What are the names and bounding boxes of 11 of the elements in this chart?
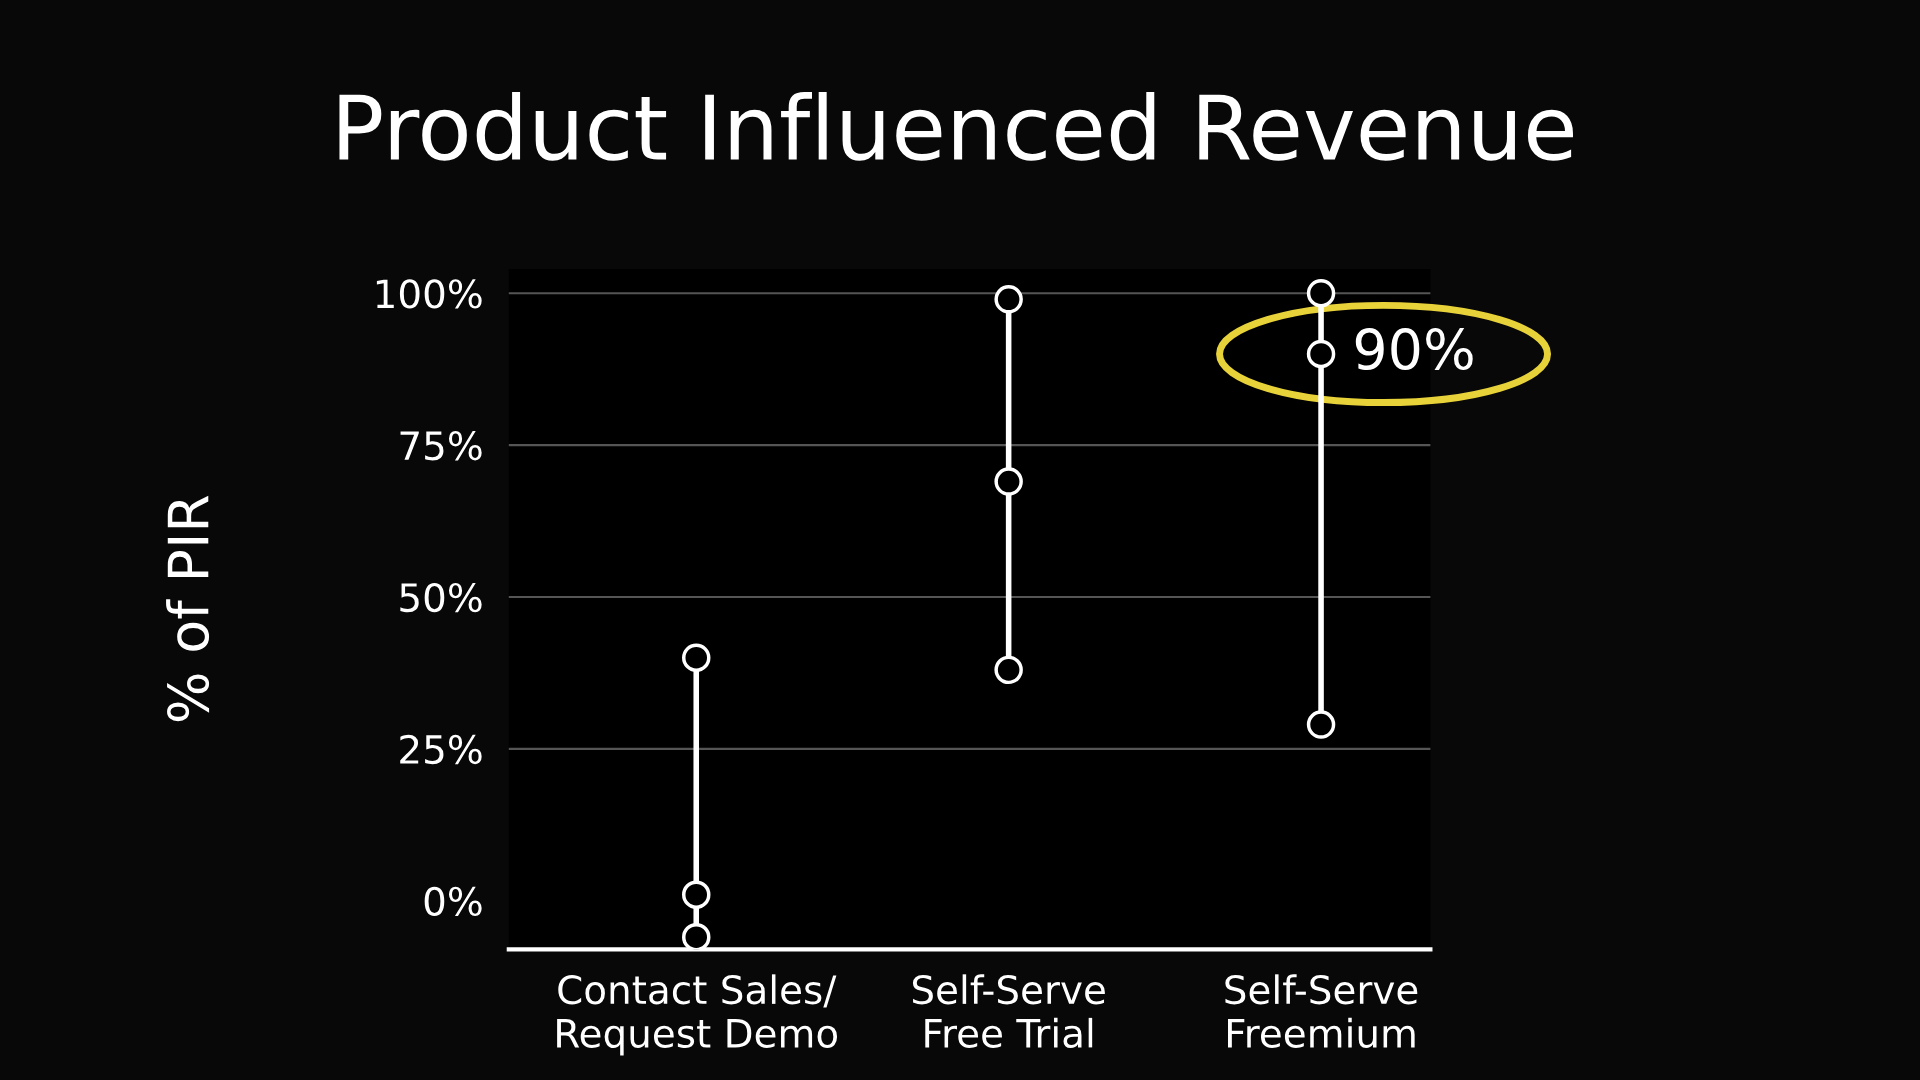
chart-title: Product Influenced Revenue	[339, 91, 1573, 161]
y-axis-title: % of PIR	[166, 495, 210, 722]
data-label: 90%	[1355, 328, 1473, 371]
y-tick-label: 100%	[376, 279, 482, 309]
y-tick-label: 75%	[400, 431, 482, 461]
y-tick-label: 50%	[400, 582, 482, 613]
x-tick-label: Self-Serve Free Trial	[912, 974, 1105, 1048]
y-tick-label: 25%	[400, 734, 482, 765]
y-tick-label: 0%	[424, 886, 482, 917]
x-tick-label: Self-Serve Freemium	[1225, 974, 1418, 1048]
x-tick-label: Contact Sales/ Request Demo	[557, 974, 838, 1056]
